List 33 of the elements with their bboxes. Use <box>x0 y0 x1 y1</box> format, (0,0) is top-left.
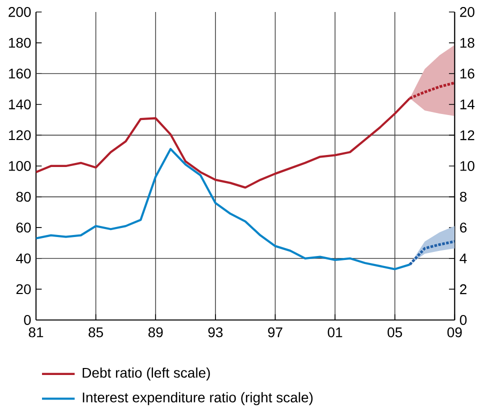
y-tick-label: 100 <box>9 161 31 171</box>
legend-label: Interest expenditure ratio (right scale) <box>82 392 313 406</box>
legend-label: Debt ratio (left scale) <box>82 367 210 381</box>
x-tick-label: 85 <box>88 327 104 338</box>
y-tick-label: 0 <box>24 315 31 325</box>
x-tick-label: 01 <box>328 327 342 338</box>
y2-tick-label: 8 <box>460 192 467 202</box>
y2-tick-label: 10 <box>460 161 474 171</box>
y2-tick-label: 4 <box>460 254 467 264</box>
y2-tick-label: 2 <box>460 284 466 294</box>
y-tick-label: 160 <box>9 68 31 79</box>
y-tick-label: 40 <box>16 253 31 264</box>
y-tick-label: 20 <box>16 284 31 294</box>
x-tick-label: 81 <box>28 327 44 338</box>
y-tick-label: 140 <box>9 99 31 110</box>
x-tick-label: 97 <box>268 327 282 338</box>
y2-tick-label: 0 <box>460 315 467 325</box>
y2-tick-label: 20 <box>460 7 474 17</box>
line-series <box>408 240 455 266</box>
y2-tick-label: 18 <box>460 38 474 48</box>
y-tick-label: 120 <box>9 130 31 140</box>
y-tick-label: 80 <box>16 192 31 202</box>
y-tick-label: 180 <box>9 38 31 48</box>
y2-tick-label: 16 <box>460 68 474 79</box>
y2-tick-label: 12 <box>460 130 474 140</box>
y-tick-label: 200 <box>8 7 31 17</box>
x-tick-label: 93 <box>208 327 223 338</box>
y2-tick-label: 14 <box>460 100 475 110</box>
y2-tick-label: 6 <box>460 222 467 233</box>
x-tick-label: 89 <box>148 327 163 338</box>
y-tick-label: 60 <box>16 222 31 233</box>
x-tick-label: 05 <box>388 327 402 338</box>
x-tick-label: 09 <box>447 327 462 338</box>
